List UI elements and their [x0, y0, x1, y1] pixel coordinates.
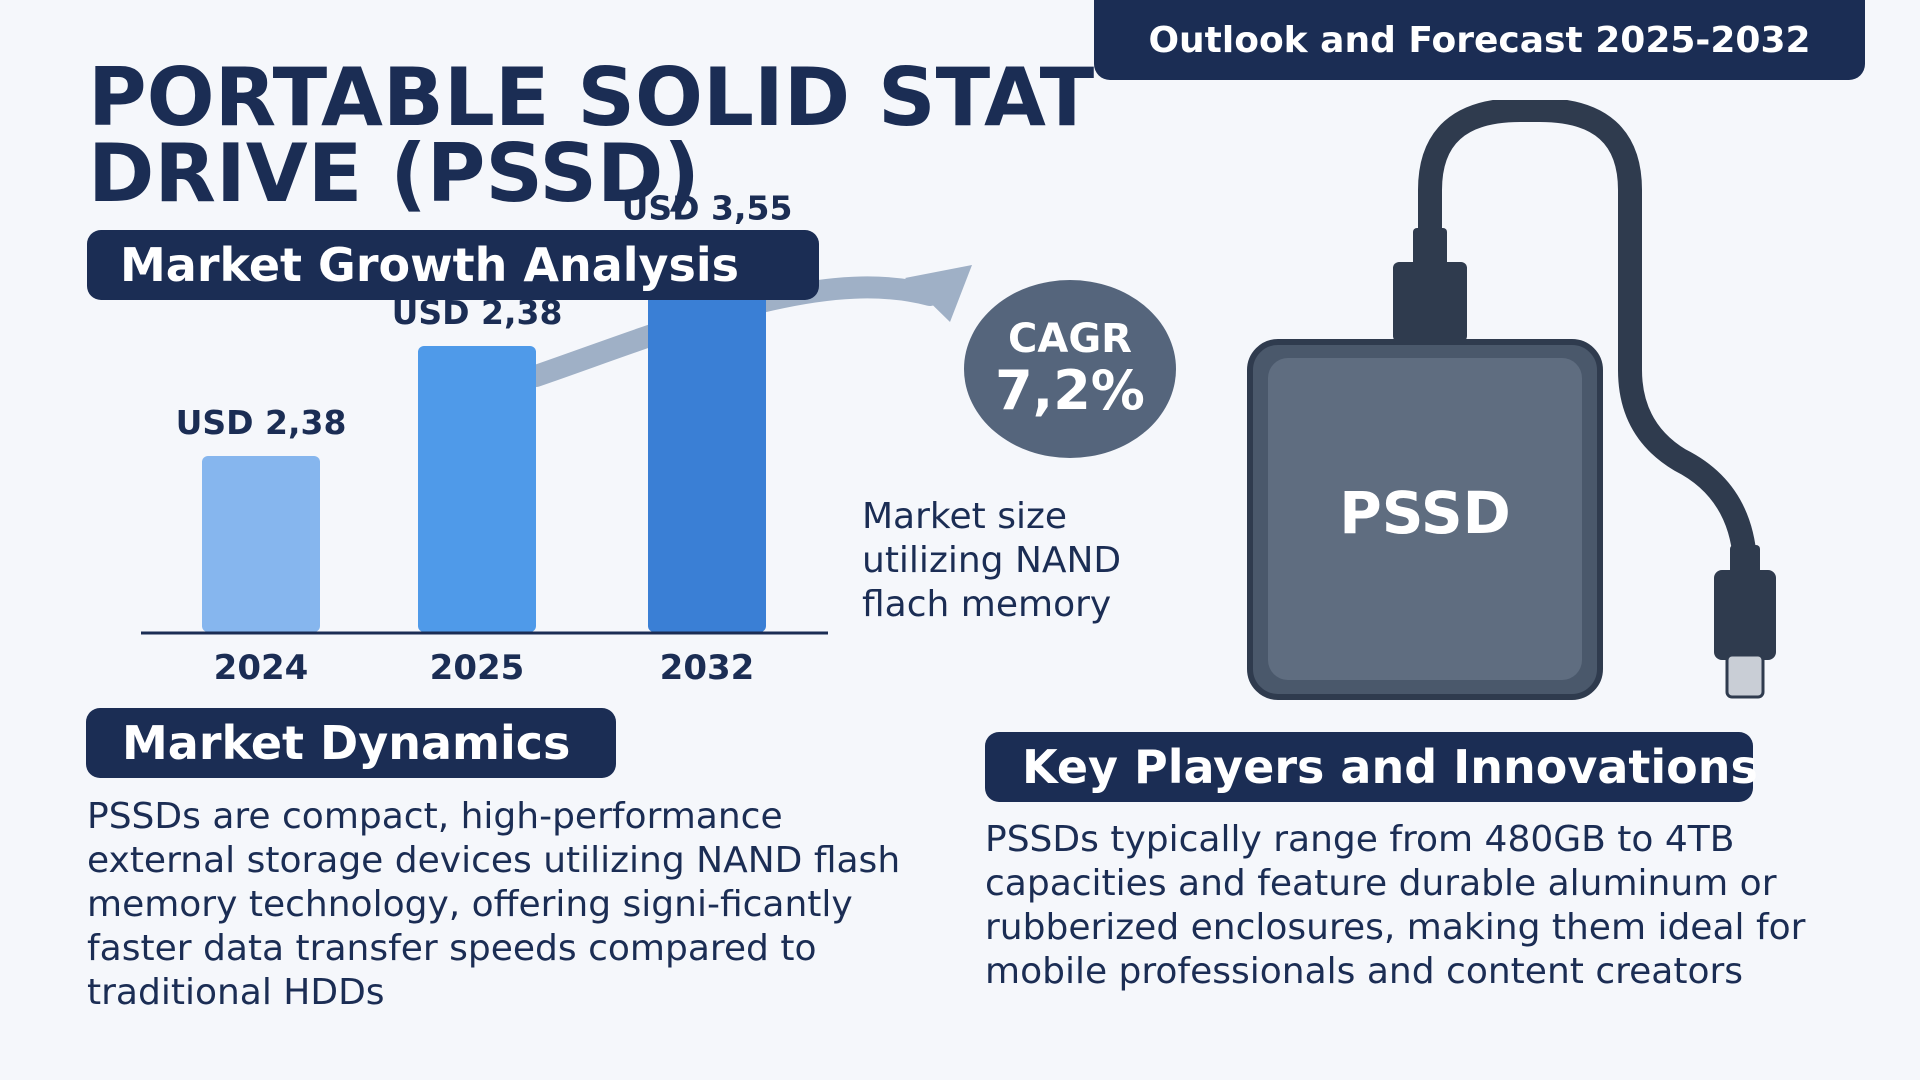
section-players-heading: Key Players and Innovations — [985, 732, 1758, 802]
cable-strain-relief-bottom — [1730, 545, 1760, 575]
outlook-text: Outlook and Forecast 2025-2032 — [1148, 19, 1811, 61]
market-size-note: Market size utilizing NAND flach memory — [862, 496, 1122, 625]
usb-c-plug-icon — [1714, 570, 1776, 660]
usb-cable-icon — [1418, 100, 1757, 582]
data-label-2032: USD 3,55 — [622, 189, 793, 228]
drive-face — [1268, 358, 1582, 680]
section-dynamics-heading: Market Dynamics — [86, 708, 616, 778]
usb-c-tip — [1725, 653, 1765, 699]
pssd-device-illustration: PSSD — [1247, 100, 1776, 700]
device-label: PSSD — [1339, 479, 1511, 547]
page-title-line1: PORTABLE SOLID STAT — [88, 51, 1095, 144]
x-tick-label-2024: 2024 — [214, 648, 309, 688]
page-title-line2: DRIVE (PSSD) — [88, 127, 700, 220]
cagr-value: 7,2% — [995, 359, 1145, 422]
x-tick-label-2032: 2032 — [660, 648, 755, 688]
section-growth-label: Market Growth Analysis — [120, 238, 740, 292]
cagr-badge: CAGR 7,2% — [964, 280, 1176, 458]
bar-2032 — [648, 241, 766, 632]
section-dynamics-label: Market Dynamics — [122, 716, 571, 770]
bar-2025 — [418, 346, 536, 632]
x-tick-label-2025: 2025 — [430, 648, 525, 688]
data-label-2024: USD 2,38 — [176, 403, 347, 442]
outlook-banner: Outlook and Forecast 2025-2032 — [1094, 0, 1865, 80]
bar-2024 — [202, 456, 320, 632]
section-growth-heading: Market Growth Analysis — [87, 230, 819, 300]
players-description: PSSDs typically range from 480GB to 4TB … — [985, 819, 1806, 992]
dynamics-description: PSSDs are compact, high-performance exte… — [87, 796, 901, 1013]
trend-arrow-head — [905, 265, 972, 322]
usb-connector-top — [1393, 262, 1467, 342]
cagr-label: CAGR — [1008, 316, 1132, 362]
section-players-label: Key Players and Innovations — [1022, 740, 1758, 794]
